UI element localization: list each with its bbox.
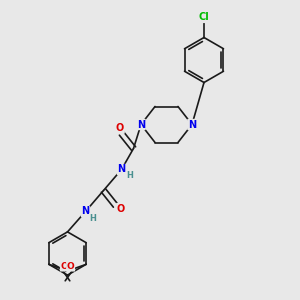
- Text: H: H: [90, 214, 96, 223]
- Text: O: O: [117, 203, 125, 214]
- Text: H: H: [127, 171, 133, 180]
- Text: N: N: [188, 119, 196, 130]
- Text: O: O: [116, 123, 124, 133]
- Text: N: N: [81, 206, 90, 217]
- Text: N: N: [117, 164, 126, 175]
- Text: N: N: [137, 119, 145, 130]
- Text: O: O: [61, 262, 68, 271]
- Text: Cl: Cl: [199, 12, 209, 22]
- Text: O: O: [67, 262, 74, 271]
